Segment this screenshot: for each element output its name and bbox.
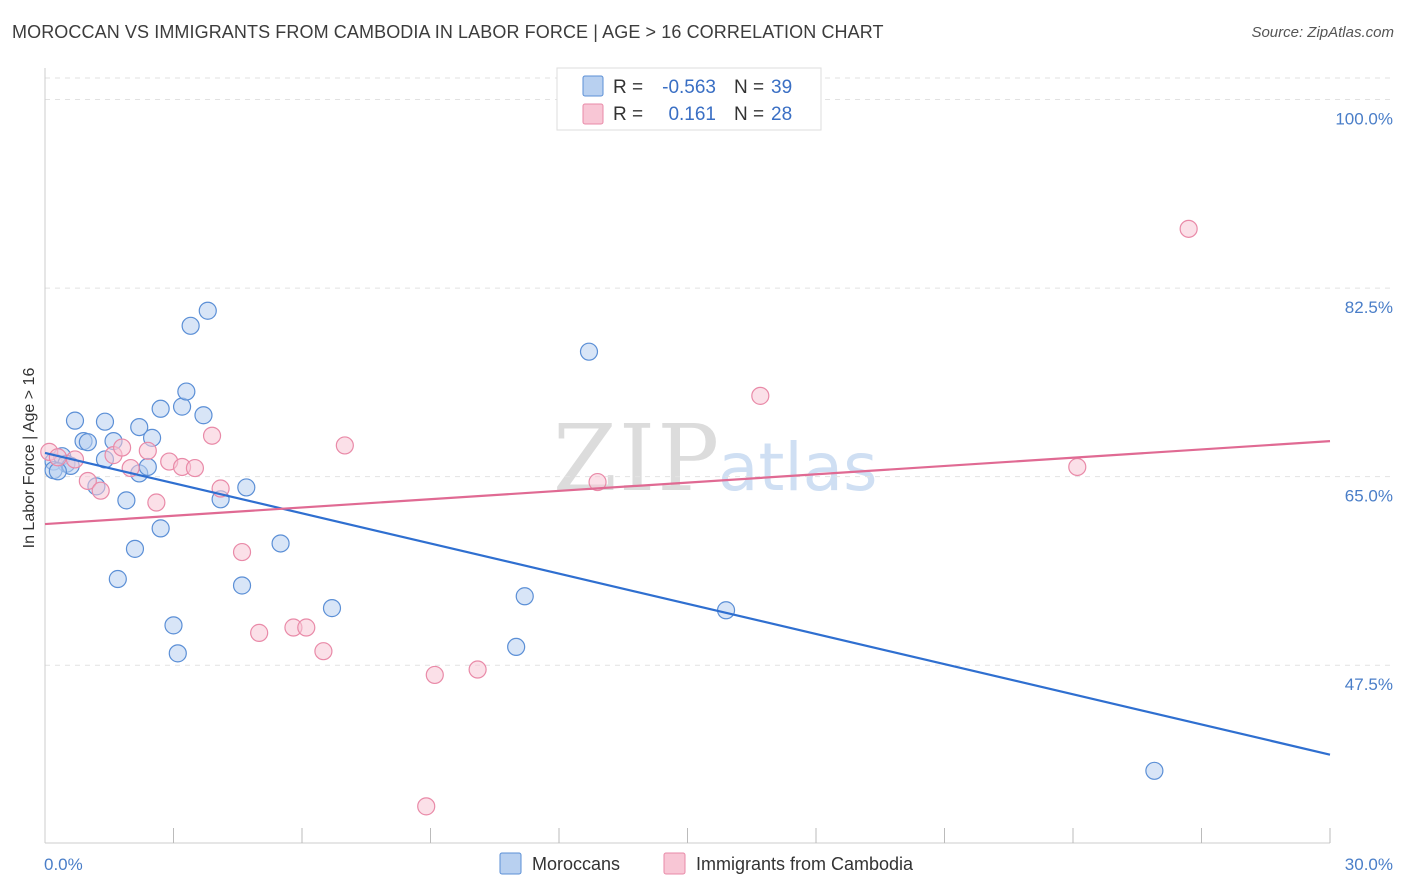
- moroccan-point-9: [95, 412, 115, 431]
- cambodia-point-16: [250, 623, 269, 642]
- x-tick-min: 0.0%: [44, 855, 83, 874]
- moroccan-point-15: [138, 457, 157, 477]
- series-legend: Moroccans Immigrants from Cambodia: [499, 852, 914, 875]
- legend-n-label-2: N =: [734, 104, 764, 125]
- moroccan-point-32: [271, 534, 290, 553]
- moroccan-point-35: [579, 342, 599, 361]
- x-tick-max: 30.0%: [1345, 855, 1393, 874]
- moroccan-point-20: [177, 382, 196, 401]
- cambodia-point-6: [112, 438, 132, 457]
- moroccan-point-17: [117, 491, 136, 510]
- moroccan-point-27: [164, 616, 183, 635]
- cambodia-point-9: [147, 493, 166, 512]
- watermark-zip: ZIP: [553, 405, 721, 512]
- legend-n-label-1: N =: [734, 77, 764, 98]
- watermark: ZIP atlas: [553, 405, 878, 512]
- bottom-legend-label-moroccans: Moroccans: [532, 854, 620, 874]
- moroccan-point-19: [172, 397, 192, 416]
- cambodia-point-26: [1179, 219, 1198, 238]
- moroccan-point-23: [198, 301, 217, 320]
- chart-title: MOROCCAN VS IMMIGRANTS FROM CAMBODIA IN …: [12, 22, 884, 42]
- moroccan-point-8: [78, 433, 97, 452]
- cambodia-point-3: [78, 471, 97, 491]
- moroccan-point-38: [1145, 761, 1164, 780]
- cambodia-point-8: [138, 441, 157, 460]
- cambodia-point-4: [91, 481, 110, 500]
- source-credit: Source: ZipAtlas.com: [1251, 24, 1394, 41]
- y-tick-label-3: 47.5%: [1345, 675, 1393, 694]
- cambodia-point-15: [232, 542, 252, 562]
- moroccan-point-6: [65, 411, 85, 430]
- stats-legend: R = -0.563 N = 39 R = 0.161 N = 28: [556, 67, 822, 131]
- moroccan-trend-line: [44, 451, 1331, 756]
- moroccan-point-26: [108, 569, 127, 589]
- bottom-legend-swatch-cambodia: [663, 852, 686, 875]
- moroccan-point-24: [151, 519, 170, 538]
- cambodia-point-24: [751, 386, 770, 405]
- cambodia-trend-line: [44, 440, 1331, 526]
- series-1: [40, 219, 1198, 816]
- cambodia-point-22: [468, 660, 487, 679]
- cambodia-point-21: [425, 665, 444, 685]
- moroccan-point-36: [507, 637, 526, 657]
- moroccan-point-22: [181, 316, 200, 335]
- legend-r-value-1: -0.563: [662, 77, 716, 98]
- bottom-legend-label-cambodia: Immigrants from Cambodia: [696, 854, 914, 874]
- cambodia-point-19: [314, 642, 333, 661]
- cambodia-point-13: [202, 426, 222, 445]
- moroccan-point-33: [322, 599, 342, 618]
- watermark-atlas: atlas: [718, 429, 878, 506]
- moroccan-point-34: [515, 587, 534, 606]
- y-tick-label-0: 100.0%: [1335, 110, 1393, 129]
- moroccan-point-30: [237, 478, 256, 497]
- moroccan-point-12: [130, 417, 149, 437]
- legend-r-label-1: R =: [613, 77, 643, 98]
- cambodia-point-23: [588, 472, 607, 492]
- cambodia-point-25: [1068, 457, 1087, 477]
- cambodia-point-12: [185, 458, 205, 478]
- moroccan-point-21: [194, 406, 213, 425]
- series-0: [44, 301, 1164, 780]
- legend-n-value-1: 39: [771, 77, 792, 98]
- gridlines: [45, 77, 1393, 666]
- y-tick-labels: 100.0% 82.5% 65.0% 47.5%: [1335, 110, 1393, 695]
- moroccan-point-25: [125, 539, 145, 558]
- bottom-legend-swatch-moroccans: [499, 852, 522, 875]
- cambodia-point-20: [335, 436, 354, 455]
- legend-r-value-2: 0.161: [668, 104, 716, 125]
- moroccan-point-31: [232, 576, 252, 595]
- cambodia-point-27: [417, 797, 436, 816]
- moroccan-point-28: [168, 644, 187, 663]
- legend-swatch-cambodia: [582, 103, 604, 125]
- data-series: [40, 219, 1331, 816]
- y-axis-title: In Labor Force | Age > 16: [21, 368, 38, 549]
- cambodia-point-18: [297, 618, 316, 637]
- legend-n-value-2: 28: [771, 104, 792, 125]
- legend-swatch-moroccans: [582, 75, 604, 97]
- moroccan-point-37: [716, 601, 736, 620]
- moroccan-point-18: [151, 399, 170, 418]
- legend-r-label-2: R =: [613, 104, 643, 125]
- y-tick-label-1: 82.5%: [1345, 298, 1393, 317]
- y-tick-label-2: 65.0%: [1345, 487, 1393, 506]
